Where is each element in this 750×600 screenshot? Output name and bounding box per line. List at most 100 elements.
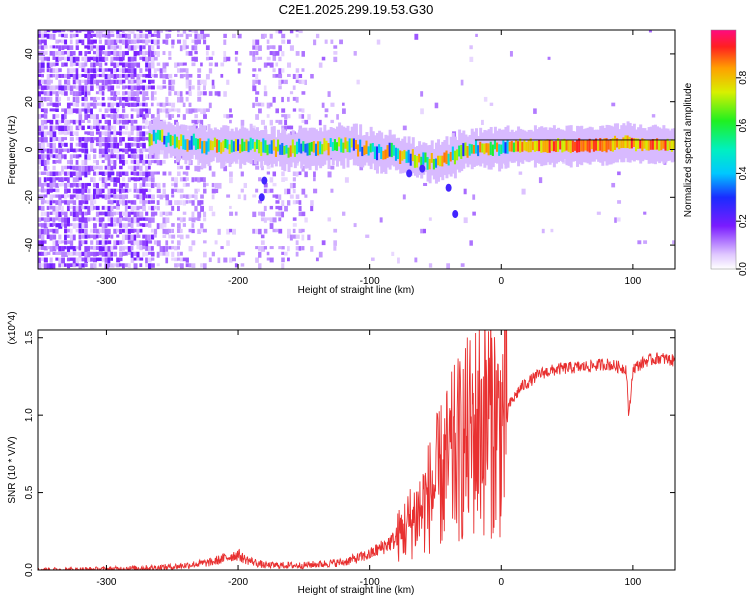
spectrogram-noise-cell bbox=[75, 131, 79, 137]
spectrogram-ridge-cell bbox=[580, 139, 584, 152]
spectrogram-noise-cell bbox=[55, 205, 60, 212]
spectrogram-noise-cell bbox=[43, 108, 48, 114]
spectrogram-noise-cell bbox=[182, 177, 187, 182]
spectrogram-noise-cell bbox=[55, 73, 58, 80]
spectrogram-noise-cell bbox=[66, 79, 71, 86]
spectrogram-noise-cell bbox=[211, 85, 216, 89]
spectrogram-noise-cell bbox=[52, 108, 57, 112]
spectrogram-noise-cell bbox=[52, 200, 56, 204]
spectrogram-noise-cell bbox=[64, 234, 67, 240]
spectrogram-ridge-cell bbox=[192, 133, 196, 146]
spectrogram-noise-cell bbox=[81, 251, 85, 257]
spectrogram-noise-cell bbox=[61, 119, 64, 123]
spectrogram-noise-cell bbox=[275, 62, 279, 67]
spectrogram-noise-cell bbox=[145, 114, 150, 118]
spectrogram-noise-cell bbox=[61, 182, 65, 187]
spectrogram-noise-cell bbox=[72, 33, 76, 38]
spectrogram-noise-cell bbox=[69, 240, 74, 246]
spectrogram-noise-cell bbox=[281, 246, 285, 250]
spectrogram-noise-cell bbox=[298, 114, 303, 119]
spectrogram-noise-cell bbox=[191, 223, 195, 228]
spectrogram-noise-cell bbox=[211, 171, 216, 177]
spectrogram-noise-cell bbox=[49, 182, 53, 189]
spectrogram-noise-cell bbox=[153, 56, 158, 61]
spectrogram-noise-cell bbox=[101, 188, 105, 193]
spectrogram-ridge-cell bbox=[190, 135, 194, 150]
spectrogram-noise-cell bbox=[203, 108, 206, 114]
spectrogram-ridge-cell bbox=[588, 138, 592, 153]
spectrogram-noise-cell bbox=[176, 114, 181, 118]
spectrogram-noise-cell bbox=[287, 228, 291, 235]
spectrogram-noise-cell bbox=[313, 171, 316, 178]
spectrogram-noise-cell bbox=[214, 188, 219, 194]
spectrogram-ridge-cell bbox=[392, 145, 396, 156]
spectrogram-noise-cell bbox=[93, 56, 97, 62]
spectrogram-noise-cell bbox=[255, 160, 259, 166]
spectrogram-noise-cell bbox=[263, 85, 267, 91]
spectrogram-noise-cell bbox=[130, 234, 134, 241]
spectrogram-noise-cell bbox=[229, 228, 233, 233]
spectrogram-noise-cell bbox=[84, 91, 88, 97]
spectrogram-noise-cell bbox=[116, 119, 121, 125]
spectrogram-noise-cell bbox=[66, 165, 71, 169]
spectrogram-noise-cell bbox=[174, 160, 177, 164]
spectrogram-noise-cell bbox=[81, 205, 86, 210]
spectrogram-noise-cell bbox=[220, 246, 224, 250]
spectrogram-noise-cell bbox=[191, 200, 195, 206]
spectrogram-noise-cell bbox=[110, 56, 114, 63]
spectrogram-noise-cell bbox=[150, 56, 155, 63]
spectrogram-noise-cell bbox=[260, 33, 266, 39]
spectrogram-noise-cell bbox=[596, 211, 601, 215]
spectrogram-noise-cell bbox=[637, 240, 642, 245]
spectrogram-noise-cell bbox=[69, 45, 74, 50]
spectrogram-noise-cell bbox=[136, 160, 140, 166]
spectrogram-noise-cell bbox=[142, 114, 147, 120]
spectrogram-noise-cell bbox=[168, 56, 172, 60]
spectrogram-noise-cell bbox=[66, 102, 71, 109]
spectrogram-noise-cell bbox=[301, 108, 305, 113]
spectrogram-noise-cell bbox=[69, 160, 74, 165]
spectrogram-noise-cell bbox=[127, 240, 132, 244]
spectrogram-noise-cell bbox=[237, 251, 241, 257]
spectrogram-noise-cell bbox=[64, 73, 68, 79]
spectrogram-noise-cell bbox=[203, 79, 207, 86]
spectrogram-noise-cell bbox=[208, 91, 213, 96]
spectrogram-noise-cell bbox=[116, 177, 121, 183]
spectrogram-noise-cell bbox=[101, 51, 105, 55]
spectrogram-noise-cell bbox=[38, 56, 42, 61]
spectrogram-noise-cell bbox=[130, 119, 134, 126]
spectrogram-noise-cell bbox=[171, 45, 175, 49]
spectrogram-noise-cell bbox=[136, 171, 140, 176]
spectrogram-noise-cell bbox=[130, 102, 135, 107]
spectrogram-noise-cell bbox=[107, 177, 112, 181]
spectrogram-noise-cell bbox=[139, 114, 144, 118]
spectrogram-noise-cell bbox=[333, 240, 337, 246]
spectrogram-noise-cell bbox=[113, 205, 117, 209]
spectrogram-noise-cell bbox=[150, 234, 155, 240]
spectrogram-noise-cell bbox=[651, 114, 656, 118]
spectrogram-noise-cell bbox=[46, 154, 51, 160]
spectrogram-noise-cell bbox=[376, 39, 381, 45]
spectrogram-noise-cell bbox=[150, 160, 154, 164]
spectrogram-ridge-cell bbox=[504, 142, 508, 154]
spectrogram-noise-cell bbox=[295, 51, 300, 56]
spectrogram-noise-cell bbox=[119, 217, 122, 224]
spectrogram-noise-cell bbox=[64, 33, 68, 38]
spectrogram-noise-cell bbox=[194, 217, 198, 221]
spectrogram-noise-cell bbox=[165, 194, 169, 201]
spectrogram-noise-cell bbox=[278, 211, 283, 217]
spectrogram-noise-cell bbox=[58, 45, 61, 52]
spectrogram-ridge-cell bbox=[426, 157, 430, 170]
spectrogram-noise-cell bbox=[130, 114, 134, 119]
spectrogram-noise-cell bbox=[119, 154, 122, 160]
spectrogram-ridge-cell bbox=[180, 134, 184, 147]
spectrogram-blob bbox=[261, 176, 268, 185]
spectrogram-noise-cell bbox=[203, 91, 207, 96]
spectrogram-noise-cell bbox=[133, 263, 138, 269]
spectrogram-ridge-cell bbox=[533, 141, 537, 152]
spectrogram-noise-cell bbox=[171, 114, 175, 118]
spectrogram-noise-cell bbox=[168, 114, 172, 120]
spectrogram-noise-cell bbox=[87, 188, 91, 194]
spectrogram-noise-cell bbox=[38, 205, 41, 211]
spectrogram-noise-cell bbox=[153, 234, 157, 238]
